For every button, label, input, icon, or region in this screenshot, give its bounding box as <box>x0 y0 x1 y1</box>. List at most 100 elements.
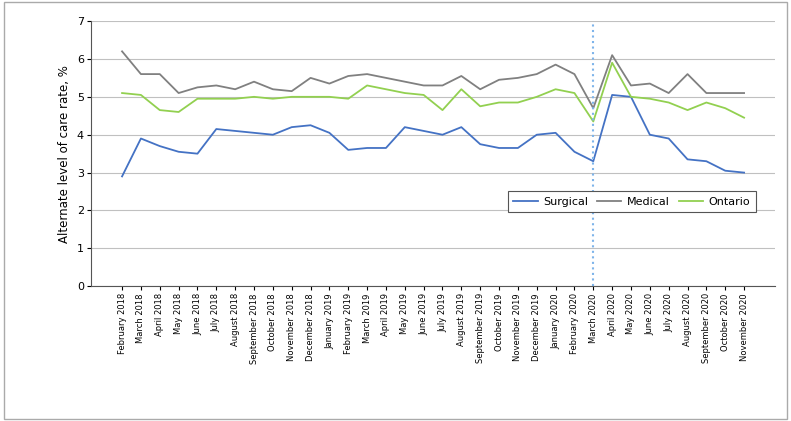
Surgical <box>249 131 259 136</box>
Ontario <box>287 94 297 99</box>
Medical <box>400 79 410 84</box>
Medical <box>570 72 579 77</box>
Surgical <box>155 144 165 149</box>
Medical <box>343 73 353 78</box>
Ontario <box>551 87 560 92</box>
Ontario <box>324 94 334 99</box>
Ontario <box>174 109 184 115</box>
Medical <box>645 81 655 86</box>
Surgical <box>683 157 692 162</box>
Medical <box>437 83 447 88</box>
Surgical <box>324 131 334 136</box>
Line: Ontario: Ontario <box>122 63 744 121</box>
Medical <box>551 62 560 67</box>
Surgical <box>193 151 202 156</box>
Surgical <box>664 136 673 141</box>
Surgical <box>419 128 429 133</box>
Ontario <box>645 96 655 101</box>
Medical <box>174 91 184 96</box>
Ontario <box>570 91 579 96</box>
Medical <box>117 49 127 54</box>
Ontario <box>211 96 221 101</box>
Medical <box>607 53 617 58</box>
Surgical <box>721 168 730 173</box>
Ontario <box>155 107 165 112</box>
Ontario <box>136 93 146 98</box>
Medical <box>494 77 504 82</box>
Medical <box>324 81 334 86</box>
Surgical <box>532 132 542 137</box>
Surgical <box>513 145 523 150</box>
Medical <box>721 91 730 96</box>
Surgical <box>400 125 410 130</box>
Surgical <box>174 149 184 154</box>
Surgical <box>437 132 447 137</box>
Ontario <box>607 60 617 65</box>
Medical <box>287 88 297 93</box>
Medical <box>513 75 523 80</box>
Surgical <box>362 145 372 150</box>
Medical <box>136 72 146 77</box>
Surgical <box>136 136 146 141</box>
Medical <box>230 87 240 92</box>
Medical <box>626 83 636 88</box>
Surgical <box>589 159 598 164</box>
Medical <box>683 72 692 77</box>
Ontario <box>193 96 202 101</box>
Surgical <box>117 174 127 179</box>
Medical <box>532 72 542 77</box>
Medical <box>475 87 485 92</box>
Medical <box>268 87 278 92</box>
Surgical <box>287 125 297 130</box>
Ontario <box>683 107 692 112</box>
Medical <box>419 83 429 88</box>
Ontario <box>437 107 447 112</box>
Surgical <box>475 141 485 147</box>
Medical <box>306 75 316 80</box>
Line: Surgical: Surgical <box>122 95 744 176</box>
Ontario <box>456 87 466 92</box>
Surgical <box>381 145 391 150</box>
Medical <box>362 72 372 77</box>
Surgical <box>211 126 221 131</box>
Medical <box>589 106 598 111</box>
Medical <box>193 85 202 90</box>
Medical <box>211 83 221 88</box>
Surgical <box>456 125 466 130</box>
Surgical <box>645 132 655 137</box>
Legend: Surgical, Medical, Ontario: Surgical, Medical, Ontario <box>508 191 756 212</box>
Ontario <box>513 100 523 105</box>
Surgical <box>230 128 240 133</box>
Surgical <box>570 149 579 154</box>
Surgical <box>626 94 636 99</box>
Ontario <box>362 83 372 88</box>
Medical <box>249 79 259 84</box>
Ontario <box>664 100 673 105</box>
Ontario <box>494 100 504 105</box>
Ontario <box>626 94 636 99</box>
Ontario <box>740 115 749 120</box>
Ontario <box>419 93 429 98</box>
Ontario <box>532 94 542 99</box>
Medical <box>155 72 165 77</box>
Ontario <box>400 91 410 96</box>
Ontario <box>306 94 316 99</box>
Ontario <box>249 94 259 99</box>
Ontario <box>117 91 127 96</box>
Surgical <box>306 123 316 128</box>
Line: Medical: Medical <box>122 51 744 108</box>
Surgical <box>494 145 504 150</box>
Medical <box>740 91 749 96</box>
Surgical <box>551 131 560 136</box>
Medical <box>456 73 466 78</box>
Ontario <box>343 96 353 101</box>
Ontario <box>268 96 278 101</box>
Surgical <box>740 170 749 175</box>
Surgical <box>268 132 278 137</box>
Medical <box>702 91 711 96</box>
Ontario <box>702 100 711 105</box>
Surgical <box>702 159 711 164</box>
Y-axis label: Alternate level of care rate, %: Alternate level of care rate, % <box>59 65 71 242</box>
Ontario <box>475 104 485 109</box>
Ontario <box>230 96 240 101</box>
